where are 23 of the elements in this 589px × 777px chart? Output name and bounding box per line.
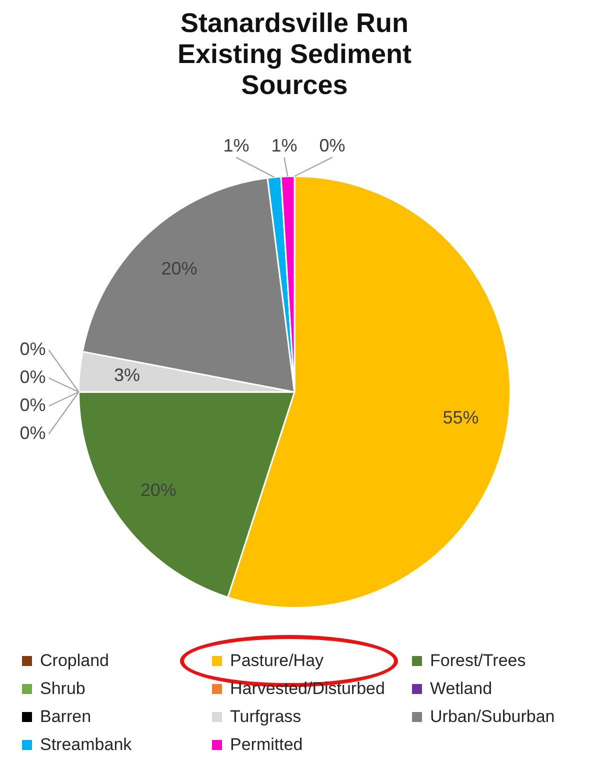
data-label: 1% (223, 136, 250, 156)
text: 0% (20, 339, 46, 360)
legend-label: Urban/Suburban (430, 707, 555, 728)
text: 0% (20, 423, 46, 444)
text: 0% (20, 395, 46, 416)
legend-label: Permitted (230, 735, 303, 756)
legend-label: Harvested/Disturbed (230, 679, 385, 700)
legend-label: Barren (40, 707, 92, 728)
legend-label: Streambank (40, 735, 132, 756)
data-label: 20% (140, 480, 176, 500)
legend-label: Shrub (40, 679, 86, 700)
legend-label: Wetland (430, 679, 492, 700)
legend-label: Forest/Trees (430, 651, 526, 672)
text: 0% (319, 136, 346, 156)
legend-label: Turfgrass (230, 707, 302, 728)
text: 0% (20, 367, 46, 388)
data-label: 20% (161, 258, 198, 278)
data-label: 3% (114, 365, 140, 386)
data-label: 1% (271, 136, 298, 156)
data-label: 55% (442, 407, 479, 428)
legend-label: Cropland (40, 651, 109, 672)
legend-label: Pasture/Hay (230, 651, 324, 672)
chart-title: Stanardsville Run Existing Sediment Sources (176, 8, 413, 102)
